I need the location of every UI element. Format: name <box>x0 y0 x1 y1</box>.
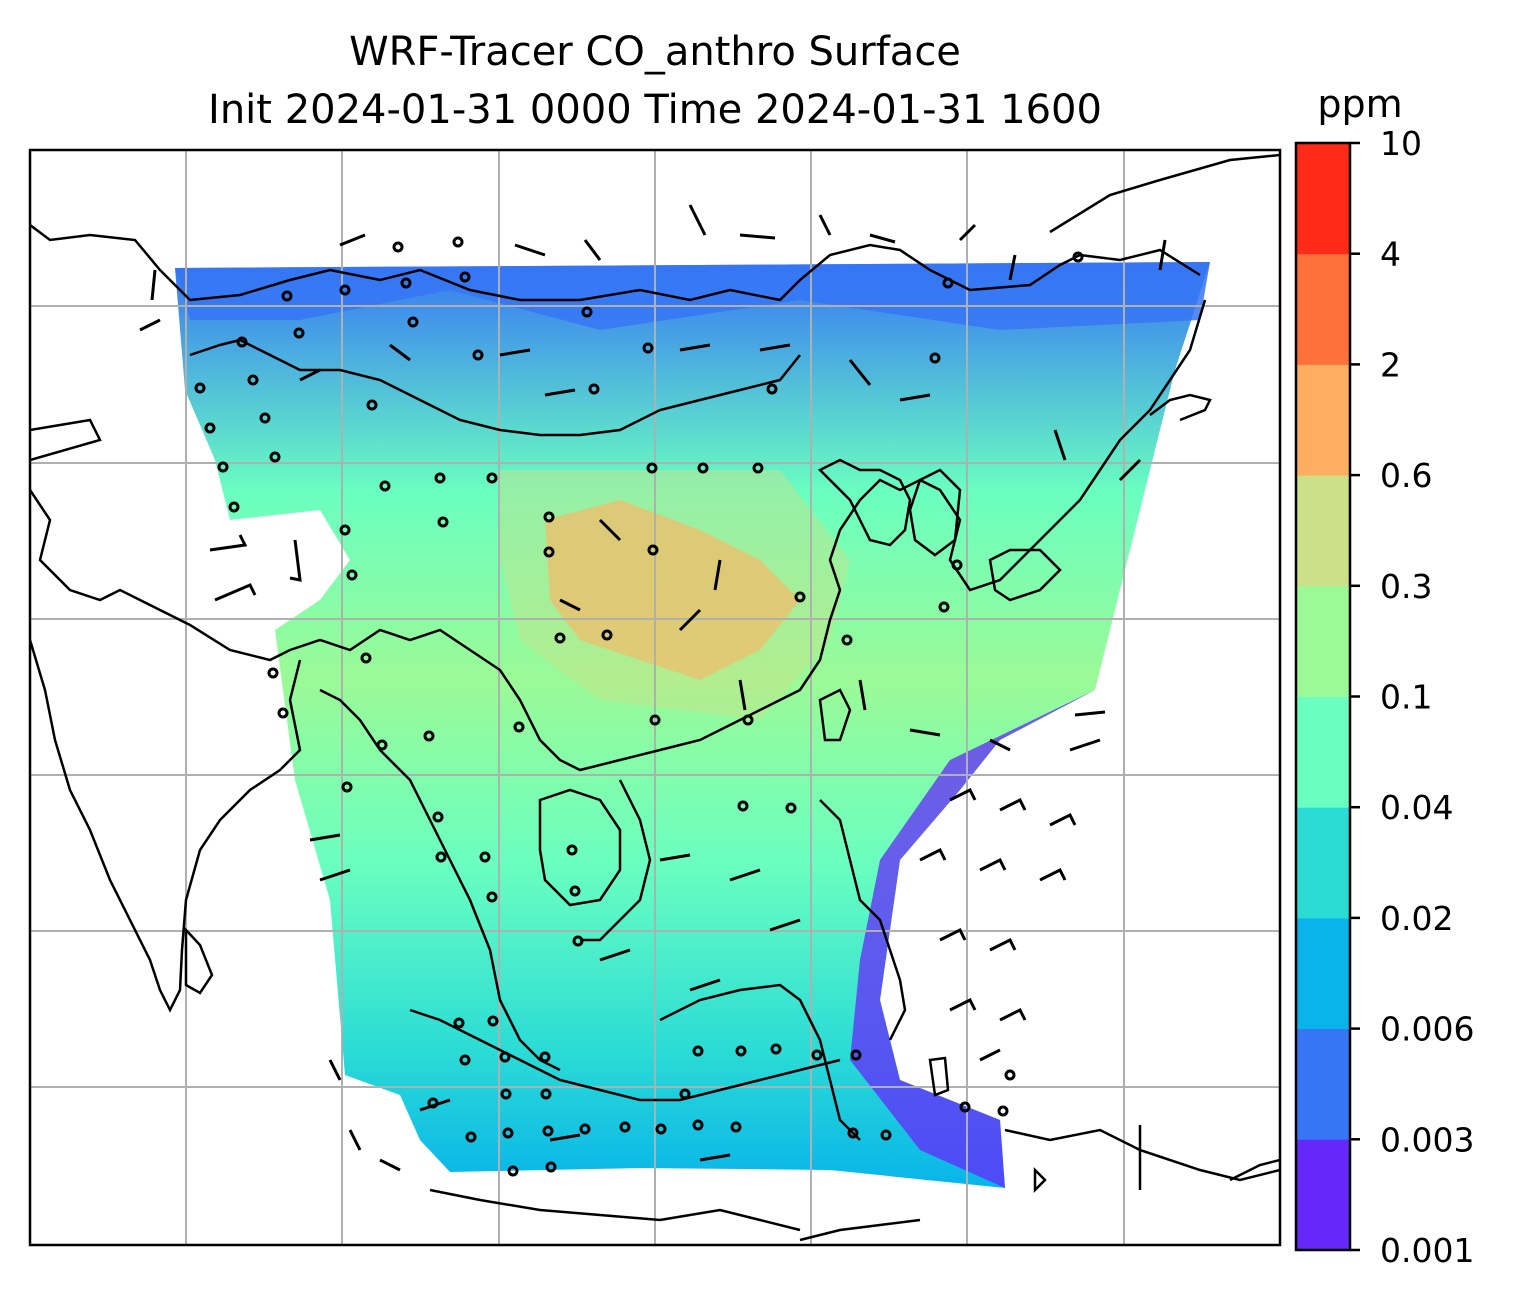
colorbar-tick-label: 0.02 <box>1380 899 1453 938</box>
colorbar-tick-label: 0.1 <box>1380 678 1432 717</box>
colorbar-segment <box>1296 253 1350 365</box>
colorbar-segment <box>1296 364 1350 476</box>
colorbar-segment <box>1296 696 1350 808</box>
colorbar-unit-label: ppm <box>1317 82 1403 126</box>
map-title-line1: WRF-Tracer CO_anthro Surface <box>349 29 961 75</box>
tracer-field <box>175 262 1210 1188</box>
colorbar-segment <box>1296 143 1350 255</box>
colorbar-tick-label: 0.003 <box>1380 1120 1474 1159</box>
colorbar-segment <box>1296 917 1350 1030</box>
colorbar-segment <box>1296 475 1350 587</box>
map-frame <box>28 148 1282 1247</box>
colorbar-tick-label: 2 <box>1380 345 1401 384</box>
colorbar-segment <box>1296 807 1350 919</box>
tracer-field-mid-center <box>500 470 850 720</box>
map-title-line2: Init 2024-01-31 0000 Time 2024-01-31 160… <box>208 87 1102 133</box>
tracer-field-high-center <box>545 500 800 680</box>
colorbar-tick-label: 0.3 <box>1380 567 1432 606</box>
colorbar-segment <box>1296 1028 1350 1140</box>
colorbar-tick-label: 0.04 <box>1380 788 1453 827</box>
calm-wind-markers <box>194 236 1084 1177</box>
colorbar-tick-label: 4 <box>1380 235 1401 274</box>
colorbar-tick-label: 0.001 <box>1380 1231 1474 1270</box>
colorbar: 0.001 0.003 0.006 0.02 0.04 0.1 0.3 0.6 2 4 10 <box>1294 124 1474 1270</box>
colorbar-tick-label: 0.006 <box>1380 1010 1474 1049</box>
gridlines <box>30 150 1280 1245</box>
colorbar-tick-label: 10 <box>1380 124 1422 163</box>
coastlines <box>30 153 1280 1242</box>
map-area <box>30 150 1280 1245</box>
colorbar-segment <box>1296 1139 1350 1251</box>
colorbar-segment <box>1296 585 1350 697</box>
colorbar-tick-label: 0.6 <box>1380 456 1432 495</box>
